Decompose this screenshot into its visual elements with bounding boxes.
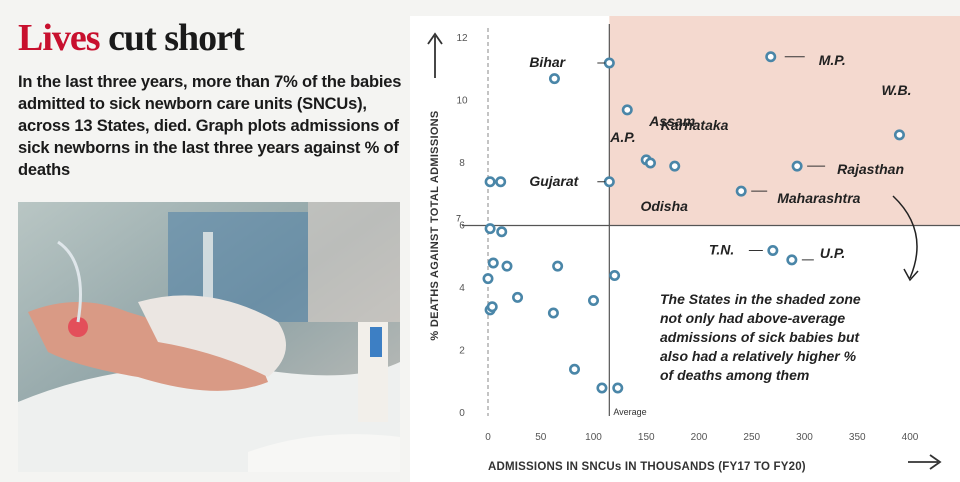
x-tick-label: 350 [849,432,866,443]
y-tick-label: 4 [459,283,465,294]
data-point [547,307,559,319]
y-tick-label: 10 [456,96,468,107]
annotation-line: The States in the shaded zone [660,291,861,307]
data-points [482,51,905,394]
shaded-zone-annotation: The States in the shaded zone not only ha… [660,291,861,383]
data-point [621,104,633,116]
data-point [893,129,905,141]
y-axis-label: % DEATHS AGAINST TOTAL ADMISSIONS [429,110,441,340]
annotation-line: of deaths among them [660,367,809,383]
data-point [512,291,524,303]
point-label: A.P. [609,129,635,145]
data-point [603,57,615,69]
curved-arrow-icon [892,195,918,279]
data-point [484,223,496,235]
x-axis-arrow-icon [908,454,942,470]
data-point [669,160,681,172]
data-point [552,260,564,272]
data-point [612,382,624,394]
point-label: Assam [648,113,695,129]
shaded-zone [609,16,960,226]
x-tick-label: 100 [585,432,602,443]
data-point [767,245,779,257]
story-panel: Lives cut short In the last three years,… [0,0,410,482]
annotation-line: admissions of sick babies but [660,329,861,345]
point-label: Karnataka [661,117,729,133]
y-ticks: 0 2 4 6 8 10 12 [456,33,468,419]
y-tick-label: 2 [459,346,465,357]
x-tick-label: 50 [535,432,547,443]
data-point [765,51,777,63]
y-tick-label: 12 [456,33,468,44]
data-point [487,257,499,269]
point-label: Maharashtra [777,190,860,206]
x-tick-label: 300 [796,432,813,443]
data-point [548,73,560,85]
chart-panel: 0 50 100 150 200 250 300 350 400 0 2 4 6 8 10 12 Bihar… [410,16,960,482]
point-label: Bihar [529,54,566,70]
data-point [588,294,600,306]
point-label: Gujarat [529,173,579,189]
average-y-label: 7 [456,214,461,224]
data-point [482,273,494,285]
data-point [501,260,513,272]
x-tick-label: 400 [902,432,919,443]
data-point [791,160,803,172]
data-point [603,176,615,188]
x-tick-label: 150 [638,432,655,443]
headline: Lives cut short [18,17,245,59]
data-point [496,226,508,238]
x-tick-label: 0 [485,432,491,443]
data-point [484,176,496,188]
annotation-line: not only had above-average [660,310,845,326]
newborn-in-incubator-photo [18,202,400,472]
point-label: Rajasthan [837,161,904,177]
intro-text: In the last three years, more than 7% of… [18,73,402,179]
x-axis-label: ADMISSIONS IN SNCUs IN THOUSANDS (FY17 T… [488,461,806,473]
data-point [596,382,608,394]
y-tick-label: 0 [459,408,465,419]
data-point [495,176,507,188]
data-point [569,363,581,375]
data-point [644,157,656,169]
point-label: W.B. [881,82,911,98]
scatter-chart: 0 50 100 150 200 250 300 350 400 0 2 4 6 8 10 12 Bihar… [427,16,960,473]
average-label: Average [613,407,646,417]
newborn-photo [18,202,400,472]
data-point [609,270,621,282]
data-point [735,185,747,197]
data-point [786,254,798,266]
point-labels: Bihar Assam M.P. W.B. A.P. Karnataka Odisha Raj… [529,52,911,261]
data-point [486,301,498,313]
headline-red: Lives [18,17,101,59]
curved-arrow-head-icon [903,268,919,282]
point-label: M.P. [819,52,846,68]
y-axis-arrow-icon [427,32,443,78]
headline-black: cut short [108,17,245,59]
point-label: Odisha [640,198,688,214]
point-label: T.N. [709,242,734,258]
annotation-line: also had a relatively higher % [660,348,857,364]
y-tick-label: 6 [459,221,465,232]
x-ticks: 0 50 100 150 200 250 300 350 400 [485,432,919,443]
x-tick-label: 250 [743,432,760,443]
point-label: U.P. [820,245,845,261]
y-tick-label: 8 [459,158,465,169]
x-tick-label: 200 [691,432,708,443]
